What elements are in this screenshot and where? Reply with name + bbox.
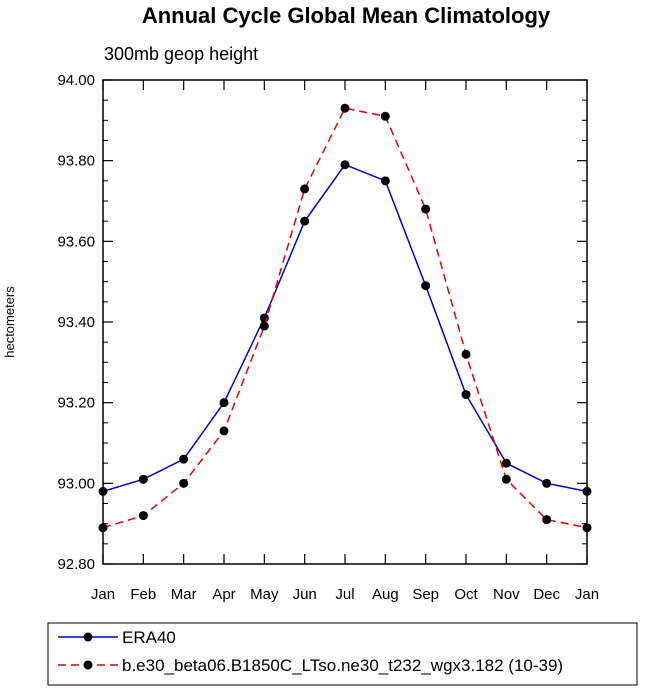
legend-marker-model [83, 660, 93, 670]
axis-ticks: 92.80 93.00 93.20 93.40 93.60 93.80 94.00 Jan Fe… [57, 72, 599, 603]
y-axis-label: hectometers [2, 286, 17, 358]
series-0-point [542, 478, 552, 488]
series-line-0 [102, 163, 588, 493]
x-tick-label: May [250, 586, 279, 603]
x-tick-label: Apr [212, 586, 235, 603]
series-line-1 [102, 107, 588, 529]
x-tick-label: Nov [493, 586, 520, 603]
x-tick-label: Sep [412, 586, 439, 603]
series-0-point [98, 486, 108, 496]
y-tick-label: 93.00 [57, 475, 95, 492]
x-tick-label: Jan [575, 586, 599, 603]
x-tick-label: Jun [293, 586, 317, 603]
legend-label-era40: ERA40 [122, 628, 176, 647]
plot-frame [102, 79, 588, 565]
series-1-point [98, 523, 108, 533]
series-0-point [138, 474, 148, 484]
series-1-point [461, 349, 471, 359]
series-0-point [340, 160, 350, 170]
x-tick-label: Feb [130, 586, 156, 603]
series-layer [98, 103, 592, 533]
series-1-point [259, 321, 269, 331]
series-0-point [582, 486, 592, 496]
x-tick-label: Mar [171, 586, 197, 603]
series-0-point [219, 398, 229, 408]
series-1-point [542, 515, 552, 525]
legend-label-model: b.e30_beta06.B1850C_LTso.ne30_t232_wgx3.… [122, 656, 563, 675]
series-1-point [582, 523, 592, 533]
y-tick-label: 93.20 [57, 395, 95, 412]
y-tick-label: 93.40 [57, 314, 95, 331]
series-0-point [380, 176, 390, 186]
series-1-point [501, 474, 511, 484]
series-0-point [461, 390, 471, 400]
series-1-point [380, 111, 390, 121]
chart-title: Annual Cycle Global Mean Climatology [142, 3, 551, 28]
chart-subtitle: 300mb geop height [104, 44, 258, 64]
x-tick-label: Oct [454, 586, 478, 603]
x-tick-label: Dec [533, 586, 560, 603]
series-1-point [138, 511, 148, 521]
x-tick-label: Jan [91, 586, 115, 603]
x-tick-label: Aug [372, 586, 399, 603]
series-1-point [300, 184, 310, 194]
y-tick-label: 93.60 [57, 233, 95, 250]
series-0-point [421, 281, 431, 291]
series-0-point [179, 454, 189, 464]
series-0-point [501, 458, 511, 468]
y-tick-label: 94.00 [57, 72, 95, 89]
series-1-point [340, 103, 350, 113]
legend-box [47, 622, 638, 686]
series-1-point [179, 478, 189, 488]
legend-marker-era40 [83, 632, 93, 642]
series-0-point [300, 216, 310, 226]
x-tick-label: Jul [335, 586, 354, 603]
y-tick-label: 93.80 [57, 153, 95, 170]
y-tick-label: 92.80 [57, 556, 95, 573]
series-1-point [219, 426, 229, 436]
series-1-point [421, 204, 431, 214]
